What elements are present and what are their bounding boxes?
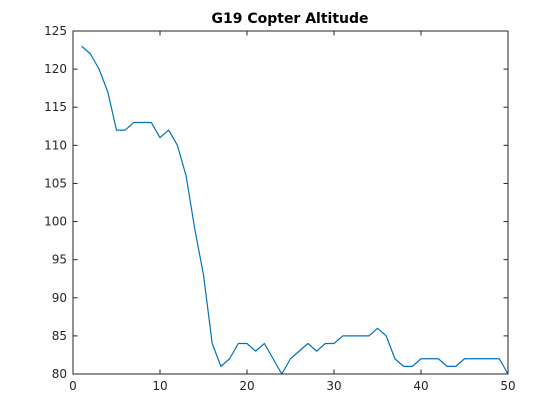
x-tick-label: 30 bbox=[326, 379, 341, 393]
y-tick-label: 100 bbox=[44, 215, 67, 229]
axis-box bbox=[72, 30, 509, 375]
plot-area bbox=[73, 31, 509, 375]
chart-title: G19 Copter Altitude bbox=[211, 11, 368, 27]
x-tick-label: 0 bbox=[69, 379, 77, 393]
axes: 0 10 20 30 40 50 80 85 90 95 100 105 110 115 120 125 bbox=[44, 24, 516, 393]
y-tick-label: 125 bbox=[44, 24, 67, 38]
x-tick-label: 40 bbox=[413, 379, 428, 393]
y-tick-label: 95 bbox=[52, 253, 67, 267]
x-tick-label: 50 bbox=[500, 379, 515, 393]
x-tick-label: 10 bbox=[152, 379, 167, 393]
y-tick-label: 80 bbox=[52, 367, 67, 381]
series-line-1 bbox=[81, 45, 509, 375]
x-tick-label: 20 bbox=[239, 379, 254, 393]
y-tick-label: 90 bbox=[52, 291, 67, 305]
y-tick-label: 85 bbox=[52, 329, 67, 343]
y-tick-label: 115 bbox=[44, 100, 67, 114]
y-tick-label: 105 bbox=[44, 176, 67, 190]
plot-background bbox=[73, 31, 508, 374]
y-tick-label: 110 bbox=[44, 138, 67, 152]
y-tick-label: 120 bbox=[44, 62, 67, 76]
